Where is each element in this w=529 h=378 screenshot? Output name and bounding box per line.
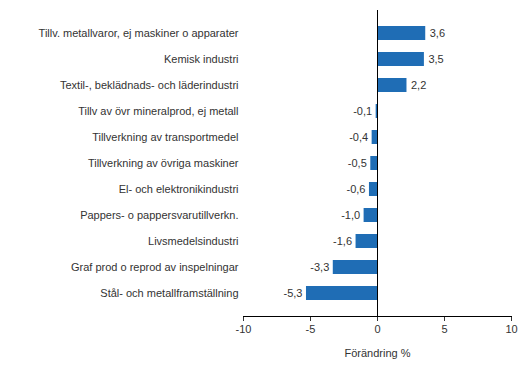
svg-text:0: 0 [374,323,380,335]
svg-text:Textil-, beklädnads- och läder: Textil-, beklädnads- och läderindustri [60,79,239,91]
svg-text:-1,6: -1,6 [333,235,352,247]
svg-text:-1,0: -1,0 [341,209,360,221]
svg-text:Förändring %: Förändring % [344,347,410,359]
svg-text:Graf prod o reprod av inspelni: Graf prod o reprod av inspelningar [71,261,239,273]
svg-text:Tillverkning av transportmedel: Tillverkning av transportmedel [92,131,238,143]
svg-text:-5: -5 [306,323,316,335]
svg-text:Pappers- o pappersvarutillverk: Pappers- o pappersvarutillverkn. [80,209,238,221]
svg-text:-5,3: -5,3 [284,287,303,299]
svg-text:5: 5 [441,323,447,335]
svg-text:-0,5: -0,5 [348,157,367,169]
svg-text:-0,6: -0,6 [346,183,365,195]
svg-text:-0,1: -0,1 [353,105,372,117]
svg-text:Tillverkning av övriga maskine: Tillverkning av övriga maskiner [88,157,239,169]
svg-text:-0,4: -0,4 [349,131,368,143]
svg-text:-3,3: -3,3 [310,261,329,273]
svg-text:3,6: 3,6 [430,27,445,39]
svg-text:2,2: 2,2 [411,79,426,91]
svg-text:Kemisk industri: Kemisk industri [164,53,239,65]
svg-text:10: 10 [505,323,517,335]
svg-text:3,5: 3,5 [428,53,443,65]
svg-text:Tillv. metallvaror, ej maskine: Tillv. metallvaror, ej maskiner o appara… [39,27,239,39]
svg-text:El- och elektronikindustri: El- och elektronikindustri [119,183,239,195]
svg-text:Tillv av övr mineralprod, ej m: Tillv av övr mineralprod, ej metall [78,105,238,117]
svg-text:-10: -10 [236,323,252,335]
svg-text:Livsmedelsindustri: Livsmedelsindustri [148,235,238,247]
svg-text:Stål- och metallframställning: Stål- och metallframställning [100,287,238,299]
